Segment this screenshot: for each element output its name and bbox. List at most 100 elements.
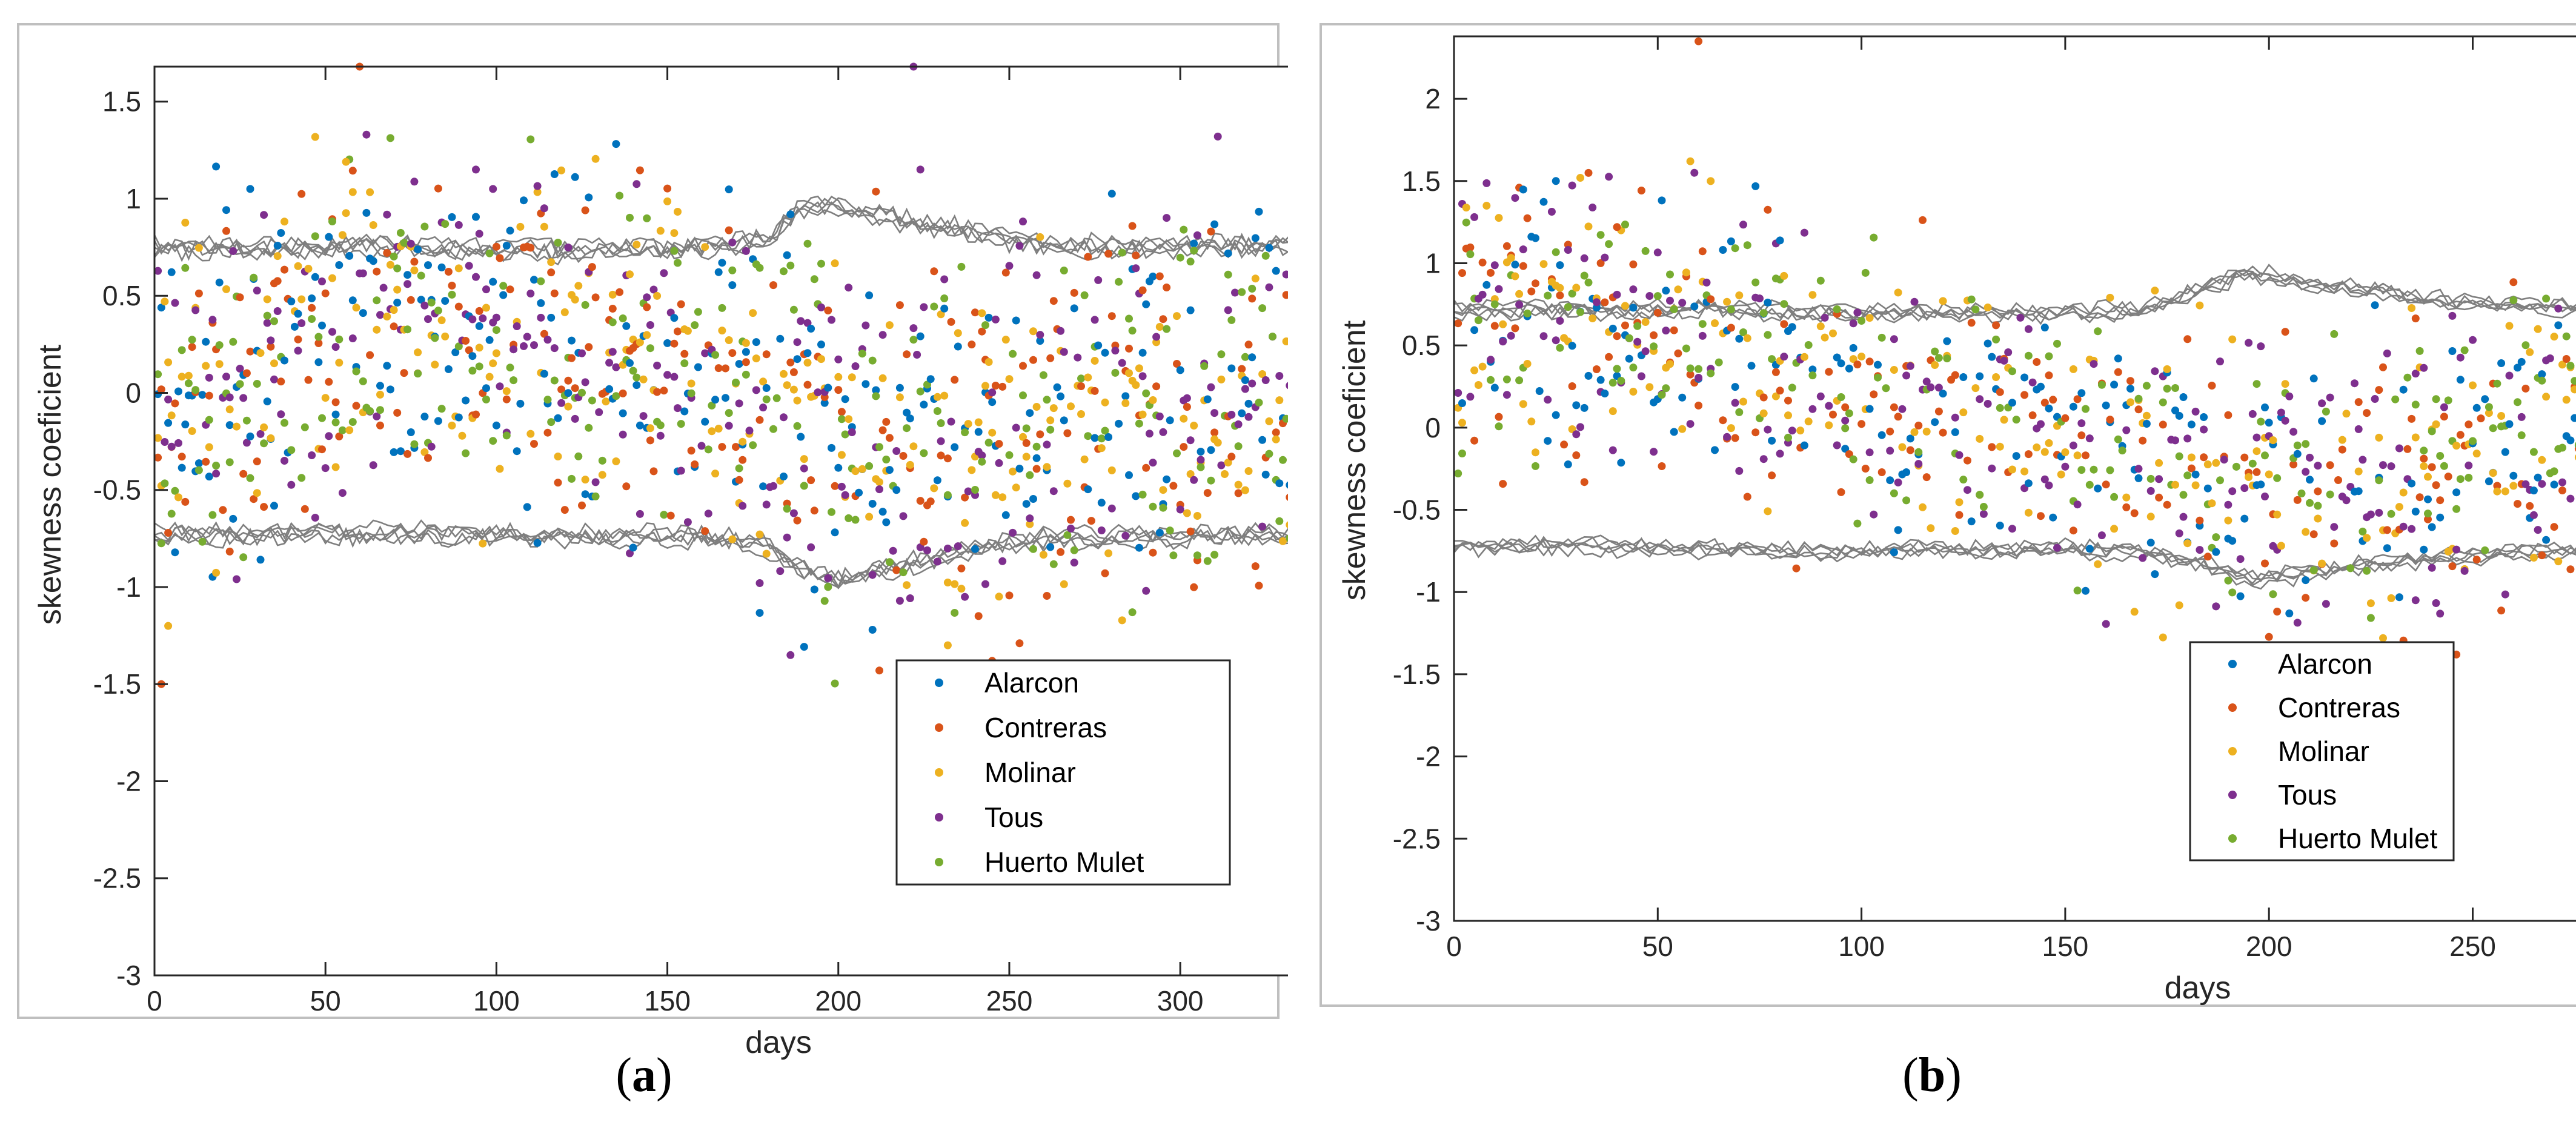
- point-tous: [2045, 481, 2053, 490]
- point-tous: [797, 317, 805, 325]
- point-huerto-mulet: [2460, 346, 2469, 354]
- point-huerto-mulet: [1808, 371, 1817, 380]
- point-tous: [1121, 531, 1130, 540]
- point-tous: [1800, 228, 1808, 237]
- point-molinar: [342, 209, 350, 217]
- point-tous: [410, 178, 419, 186]
- point-contreras: [1155, 272, 1164, 280]
- x-axis-label: days: [2165, 971, 2231, 1006]
- point-molinar: [1759, 409, 1768, 417]
- x-tick-label: 0: [1446, 931, 1462, 962]
- point-tous: [646, 321, 654, 329]
- point-tous: [807, 543, 815, 551]
- legend-box: [895, 659, 1231, 886]
- point-tous: [287, 480, 296, 489]
- point-alarcon: [903, 408, 911, 417]
- point-contreras: [2558, 486, 2566, 494]
- point-molinar: [2387, 594, 2395, 602]
- point-alarcon: [800, 643, 808, 651]
- point-huerto-mulet: [2159, 398, 2167, 407]
- point-molinar: [1780, 271, 1788, 280]
- point-alarcon: [585, 193, 593, 202]
- point-alarcon: [520, 196, 528, 205]
- point-alarcon: [523, 503, 531, 511]
- point-huerto-mulet: [2163, 385, 2171, 393]
- point-molinar: [643, 331, 651, 339]
- point-alarcon: [725, 185, 733, 194]
- point-molinar: [441, 332, 450, 340]
- point-molinar: [1190, 422, 1198, 430]
- point-alarcon: [1788, 323, 1796, 331]
- point-molinar: [2245, 473, 2253, 481]
- point-contreras: [250, 495, 258, 503]
- point-molinar: [420, 448, 429, 456]
- point-huerto-mulet: [1210, 551, 1219, 559]
- point-tous: [2155, 475, 2163, 483]
- point-contreras: [585, 343, 593, 351]
- point-huerto-mulet: [263, 311, 271, 320]
- point-tous: [208, 316, 217, 324]
- point-tous: [1197, 456, 1205, 464]
- point-huerto-mulet: [1241, 353, 1249, 361]
- point-contreras: [154, 453, 162, 462]
- point-contreras: [492, 242, 500, 251]
- point-contreras: [2444, 473, 2452, 481]
- point-contreras: [1572, 451, 1581, 459]
- point-huerto-mulet: [1248, 285, 1256, 293]
- point-alarcon: [1190, 239, 1198, 248]
- point-alarcon: [1678, 393, 1687, 402]
- point-molinar: [475, 344, 483, 352]
- point-tous: [1032, 271, 1041, 279]
- point-huerto-mulet: [2571, 377, 2576, 385]
- point-tous: [2428, 563, 2436, 572]
- point-molinar: [1152, 338, 1161, 347]
- point-contreras: [687, 446, 695, 455]
- point-alarcon: [1138, 348, 1147, 357]
- point-contreras: [348, 167, 357, 175]
- point-huerto-mulet: [646, 344, 654, 353]
- point-tous: [653, 361, 662, 370]
- legend-marker: [935, 679, 943, 687]
- point-contreras: [1183, 403, 1191, 411]
- point-tous: [270, 375, 278, 383]
- point-molinar: [1279, 537, 1287, 545]
- point-huerto-mulet: [1934, 354, 1943, 362]
- point-alarcon: [1142, 300, 1150, 308]
- point-molinar: [639, 375, 648, 383]
- point-tous: [1231, 288, 1239, 297]
- point-huerto-mulet: [1238, 288, 1246, 296]
- point-contreras: [974, 612, 983, 620]
- point-alarcon: [1580, 403, 1588, 412]
- point-huerto-mulet: [1816, 276, 1825, 285]
- point-alarcon: [1532, 234, 1539, 242]
- point-alarcon: [776, 334, 785, 343]
- point-tous: [1183, 394, 1191, 402]
- point-tous: [1951, 413, 1959, 422]
- point-tous: [817, 303, 825, 311]
- point-tous: [2252, 433, 2261, 442]
- point-huerto-mulet: [1849, 455, 1857, 463]
- point-huerto-mulet: [348, 418, 357, 426]
- point-alarcon: [680, 407, 689, 416]
- point-huerto-mulet: [1902, 496, 1911, 505]
- point-contreras: [1101, 569, 1109, 577]
- chart-b: 050100150200250300350-3-2.5-2-1.5-1-0.50…: [1320, 23, 2576, 1007]
- point-molinar: [2424, 473, 2432, 481]
- point-contreras: [2049, 396, 2057, 404]
- point-molinar: [1039, 551, 1047, 559]
- point-contreras: [253, 457, 261, 466]
- x-tick-label: 200: [2246, 931, 2292, 962]
- point-tous: [1539, 332, 1548, 340]
- point-huerto-mulet: [2309, 566, 2318, 574]
- point-contreras: [2472, 556, 2481, 564]
- point-tous: [1482, 179, 1491, 187]
- point-alarcon: [742, 348, 750, 356]
- point-contreras: [454, 302, 463, 311]
- point-tous: [2216, 357, 2224, 366]
- point-molinar: [1043, 463, 1051, 471]
- point-molinar: [1458, 419, 1466, 427]
- point-molinar: [2073, 451, 2082, 460]
- lower-band-line: [1453, 534, 2576, 580]
- point-huerto-mulet: [2110, 493, 2119, 501]
